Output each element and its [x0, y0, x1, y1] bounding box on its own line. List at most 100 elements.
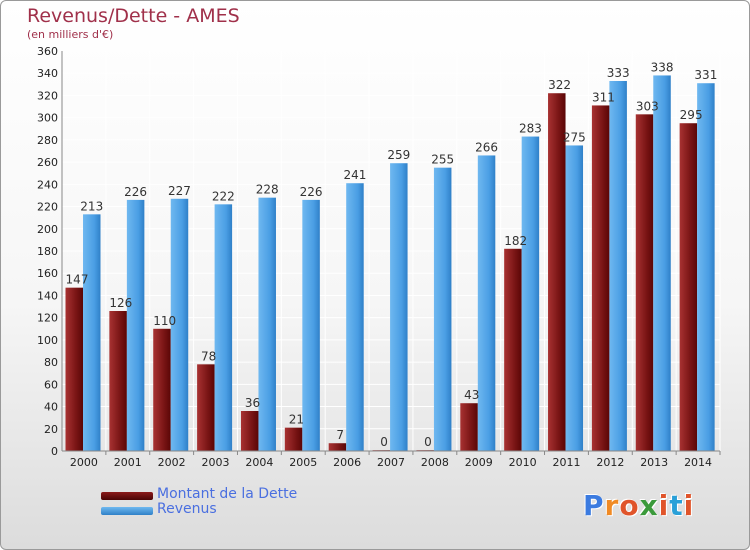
- y-tick-label: 20: [44, 423, 58, 436]
- y-tick-label: 200: [37, 223, 58, 236]
- y-tick-label: 260: [37, 156, 58, 169]
- bar-revenus: [346, 183, 364, 451]
- bar-revenus: [170, 198, 189, 451]
- data-label: 333: [607, 66, 630, 80]
- x-tick-label: 2005: [289, 456, 317, 469]
- x-tick-label: 2008: [421, 456, 449, 469]
- x-tick-label: 2002: [158, 456, 186, 469]
- data-label: 7: [336, 428, 344, 442]
- bar-revenus: [390, 163, 408, 451]
- bar-revenus: [697, 83, 715, 451]
- y-tick-label: 360: [37, 45, 58, 58]
- data-label: 283: [519, 122, 542, 136]
- bar-dette: [548, 93, 566, 451]
- bar-dette: [284, 427, 303, 451]
- data-label: 338: [651, 60, 674, 74]
- bar-dette: [635, 114, 654, 451]
- data-label: 213: [80, 199, 103, 213]
- x-tick-label: 2006: [333, 456, 361, 469]
- bar-dette: [109, 311, 127, 451]
- data-label: 275: [563, 130, 586, 144]
- bar-revenus: [83, 214, 101, 451]
- y-tick-label: 160: [37, 267, 58, 280]
- bar-dette: [679, 123, 698, 451]
- data-label: 226: [124, 185, 147, 199]
- bar-dette: [197, 364, 215, 451]
- bar-dette: [504, 248, 522, 451]
- x-tick-label: 2014: [684, 456, 712, 469]
- legend-swatch-revenus: [101, 507, 153, 515]
- data-label: 43: [464, 388, 479, 402]
- bar-dette: [240, 411, 259, 451]
- y-tick-label: 300: [37, 112, 58, 125]
- x-tick-label: 2003: [202, 456, 230, 469]
- axis-layer: 0 20 40 60 80 100 120 140 160 180 200 220 240 260 280 3…: [37, 45, 721, 469]
- x-tick-label: 2010: [509, 456, 537, 469]
- data-label: 0: [380, 435, 388, 449]
- data-label: 259: [387, 148, 410, 162]
- y-tick-label: 80: [44, 356, 58, 369]
- bar-revenus: [653, 75, 671, 451]
- proxiti-logo: Proxiti: [583, 489, 695, 522]
- data-label: 147: [66, 273, 89, 287]
- bar-revenus: [433, 167, 452, 451]
- y-tick-label: 120: [37, 312, 58, 325]
- data-label: 227: [168, 184, 191, 198]
- bars-layer: [65, 75, 715, 452]
- bar-revenus: [258, 197, 276, 451]
- data-label: 36: [245, 396, 260, 410]
- data-label: 241: [343, 168, 366, 182]
- data-label: 0: [424, 435, 432, 449]
- bar-revenus: [521, 136, 540, 452]
- bar-dette: [460, 403, 478, 451]
- x-tick-label: 2009: [465, 456, 493, 469]
- bar-revenus: [214, 204, 233, 451]
- bar-dette: [65, 287, 83, 451]
- data-label: 226: [300, 185, 323, 199]
- data-label: 295: [680, 108, 703, 122]
- data-label: 303: [636, 99, 659, 113]
- x-tick-label: 2004: [245, 456, 273, 469]
- x-tick-label: 2000: [70, 456, 98, 469]
- labels-layer: 147 213 126 226 110 227 78 222 36 228 21 226 7 241 0 25…: [66, 60, 718, 449]
- y-tick-label: 40: [44, 401, 58, 414]
- y-tick-label: 220: [37, 201, 58, 214]
- y-tick-label: 320: [37, 89, 58, 102]
- data-label: 21: [289, 413, 304, 427]
- data-label: 222: [212, 189, 235, 203]
- x-tick-label: 2012: [596, 456, 624, 469]
- chart-subtitle: (en milliers d'€): [27, 28, 114, 41]
- bar-revenus: [609, 81, 627, 451]
- y-tick-label: 340: [37, 67, 58, 80]
- data-label: 228: [256, 183, 279, 197]
- y-tick-label: 100: [37, 334, 58, 347]
- legend-label-dette: Montant de la Dette: [157, 486, 298, 502]
- y-tick-label: 180: [37, 245, 58, 258]
- data-label: 322: [548, 78, 571, 92]
- data-label: 110: [153, 314, 176, 328]
- x-tick-label: 2007: [377, 456, 405, 469]
- legend-label-revenus: Revenus: [157, 501, 217, 517]
- bar-dette: [328, 443, 347, 451]
- y-tick-label: 0: [51, 445, 58, 458]
- bar-dette: [153, 328, 171, 451]
- y-tick-label: 140: [37, 289, 58, 302]
- data-label: 331: [694, 68, 717, 82]
- y-tick-label: 240: [37, 178, 58, 191]
- legend-swatch-dette: [101, 492, 153, 500]
- data-label: 126: [109, 296, 132, 310]
- data-label: 311: [592, 90, 615, 104]
- bar-dette: [591, 105, 610, 451]
- bar-revenus: [126, 199, 145, 451]
- x-tick-label: 2011: [552, 456, 580, 469]
- x-tick-label: 2001: [114, 456, 142, 469]
- bar-revenus: [477, 155, 496, 451]
- x-tick-label: 2013: [640, 456, 668, 469]
- bar-revenus: [565, 145, 584, 451]
- data-label: 182: [504, 234, 527, 248]
- bar-revenus: [302, 199, 320, 451]
- y-tick-label: 60: [44, 378, 58, 391]
- chart-title: Revenus/Dette - AMES: [27, 5, 240, 27]
